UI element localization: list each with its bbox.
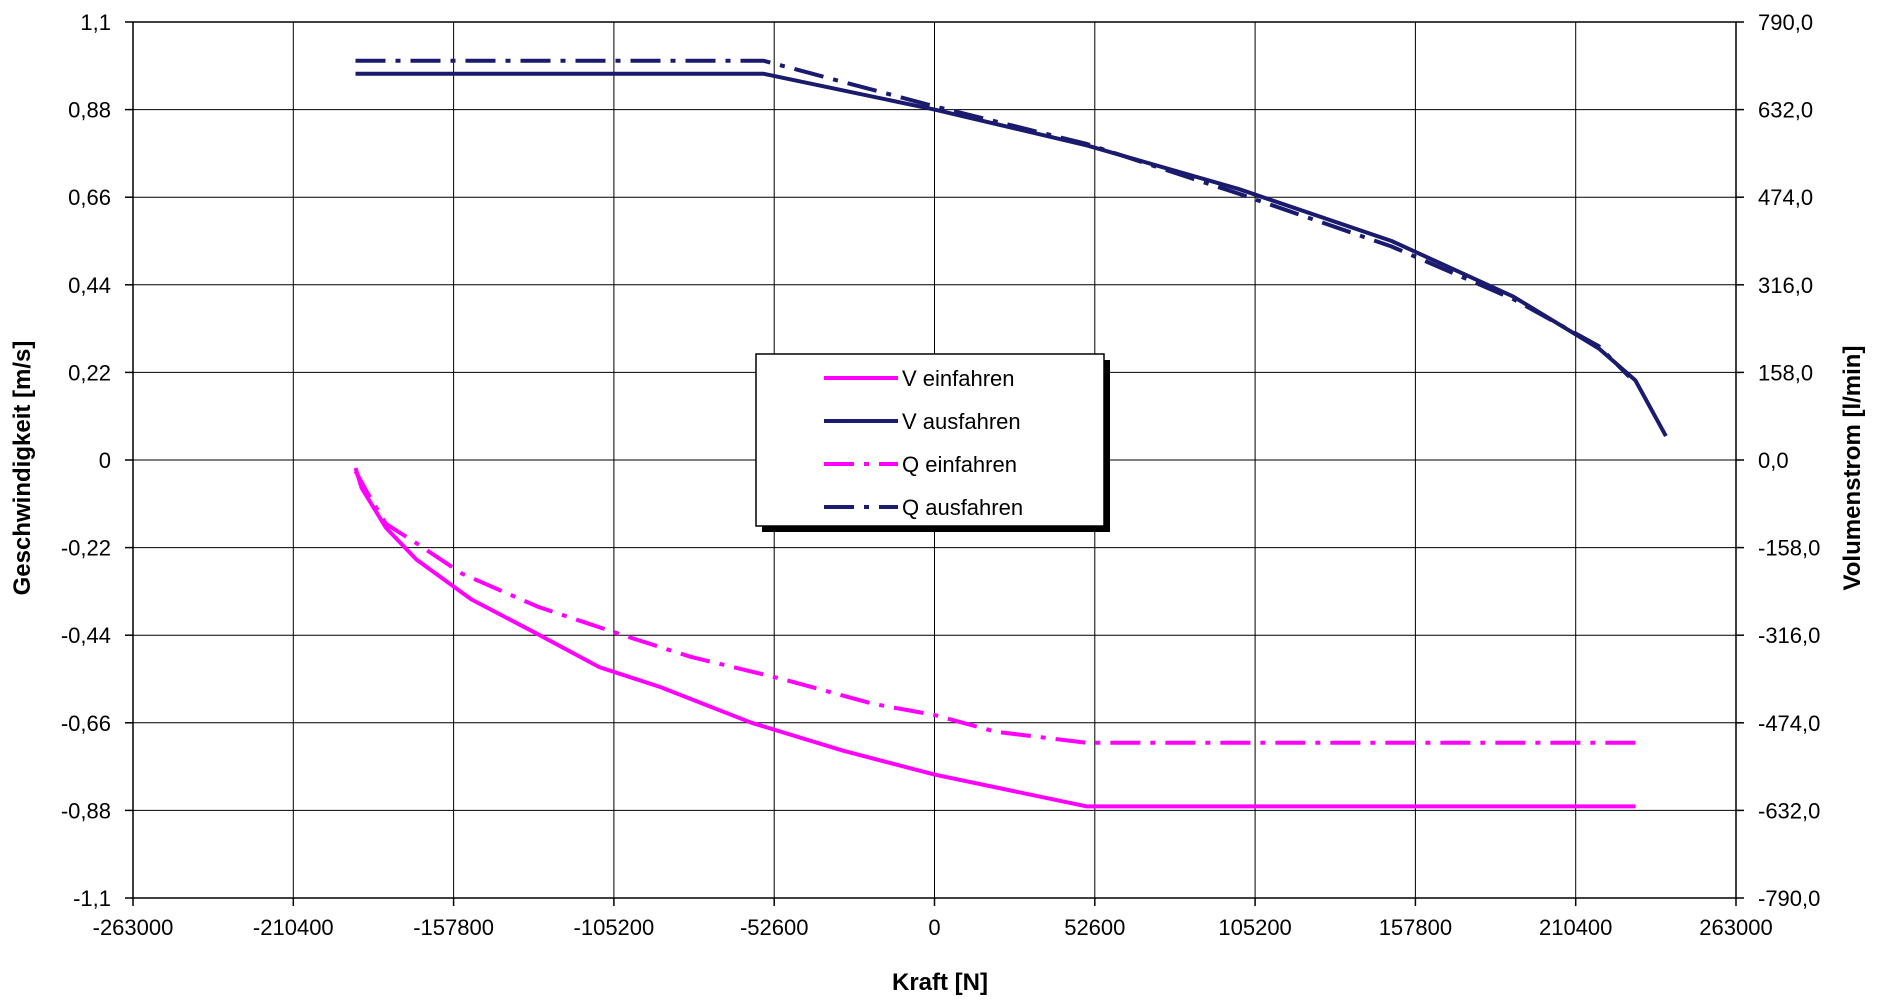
legend-label: V einfahren	[902, 366, 1015, 391]
y-tick-label: -0,44	[61, 623, 111, 648]
legend-label: Q ausfahren	[902, 495, 1023, 520]
series-line-v-ausfahren	[355, 71, 1668, 438]
x-tick-label: -157800	[413, 915, 494, 940]
x-tick-label: 263000	[1699, 915, 1772, 940]
legend-label: Q einfahren	[902, 452, 1017, 477]
x-tick-label: 210400	[1539, 915, 1612, 940]
y2-tick-label: -316,0	[1758, 623, 1820, 648]
x-tick-label: -52600	[740, 915, 809, 940]
x-tick-label: -210400	[253, 915, 334, 940]
legend-box	[755, 353, 1105, 527]
y-axis-title: Geschwindigkeit [m/s]	[9, 341, 36, 596]
y2-tick-label: 0,0	[1758, 448, 1789, 473]
x-axis-title: Kraft [N]	[892, 969, 988, 996]
y-tick-label: 0	[99, 448, 111, 473]
y-tick-label: 0,22	[68, 360, 111, 385]
y2-tick-label: 790,0	[1758, 10, 1813, 35]
y-tick-label: -0,66	[61, 711, 111, 736]
series-line-v-einfahren	[353, 467, 1636, 809]
series-line-q-einfahren	[353, 470, 1636, 745]
y2-tick-label: -632,0	[1758, 798, 1820, 823]
y2-axis-title: Volumenstrom [l/min]	[1839, 346, 1866, 591]
y-tick-labels: 1,1 0,88 0,66 0,44 0,22 0 -0,22 -0,44 -0,66 -0,88…	[61, 10, 133, 911]
legend-label: V ausfahren	[902, 409, 1021, 434]
x-tick-label: 105200	[1218, 915, 1291, 940]
x-tick-label: 157800	[1379, 915, 1452, 940]
y-tick-label: 0,66	[68, 185, 111, 210]
y-tick-label: 0,44	[68, 273, 111, 298]
series-lines	[353, 58, 1668, 809]
x-tick-label: 52600	[1064, 915, 1125, 940]
legend: V einfahren V ausfahren Q einfahren Q ausfa…	[755, 353, 1110, 532]
x-tick-labels: -263000 -210400 -157800 -105200 -52600 0 52600…	[93, 898, 1773, 940]
y2-tick-label: -474,0	[1758, 711, 1820, 736]
y2-tick-label: 316,0	[1758, 273, 1813, 298]
y-tick-label: -0,88	[61, 798, 111, 823]
x-tick-label: -105200	[574, 915, 655, 940]
y-tick-label: 1,1	[80, 10, 111, 35]
x-tick-label: 0	[928, 915, 940, 940]
y-tick-label: -0,22	[61, 536, 111, 561]
legend-items: V einfahren V ausfahren Q einfahren Q ausfa…	[824, 366, 1023, 520]
y2-tick-label: 632,0	[1758, 98, 1813, 123]
x-tick-label: -263000	[93, 915, 174, 940]
y-tick-label: 0,88	[68, 98, 111, 123]
y2-tick-label: 158,0	[1758, 360, 1813, 385]
y2-tick-labels: 790,0 632,0 474,0 316,0 158,0 0,0 -158,0 -316,0…	[1736, 10, 1820, 911]
y2-tick-label: -158,0	[1758, 536, 1820, 561]
y2-tick-label: 474,0	[1758, 185, 1813, 210]
y-tick-label: -1,1	[73, 886, 111, 911]
series-line-q-ausfahren	[355, 58, 1631, 379]
y2-tick-label: -790,0	[1758, 886, 1820, 911]
